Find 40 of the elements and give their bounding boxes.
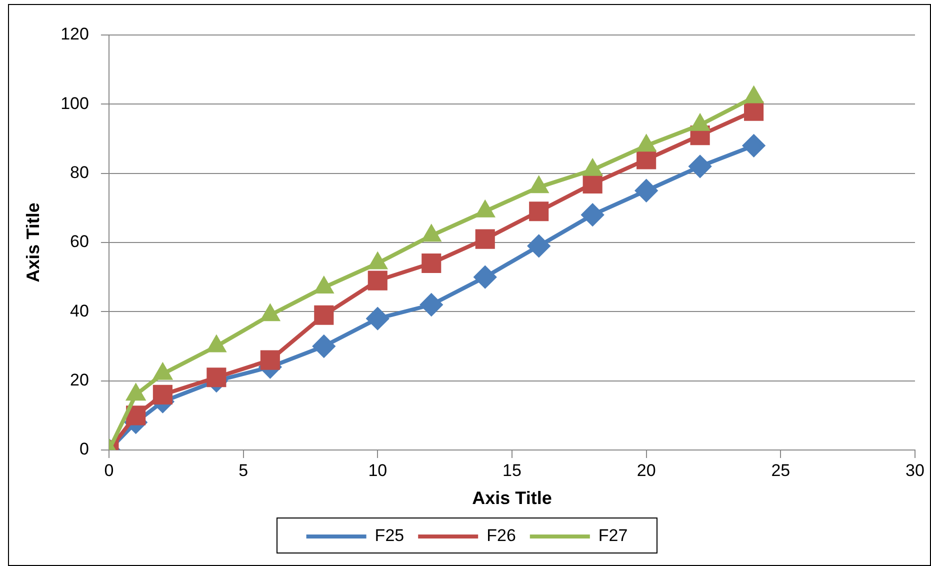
x-tick-label: 10 [368,460,388,480]
legend-label: F27 [598,526,628,546]
y-tick-label: 40 [70,301,89,320]
point [636,150,656,170]
point [474,266,496,288]
point [689,155,712,178]
y-tick-label: 20 [70,370,89,390]
point [582,174,602,194]
point [314,305,334,325]
point [420,294,442,316]
x-tick-label: 5 [238,460,248,480]
point [422,253,442,274]
y-tick-label: 60 [70,232,89,252]
point [368,270,388,290]
point [635,180,658,202]
x-tick-label: 15 [502,460,522,480]
x-tick-label: 25 [771,460,790,480]
x-tick-label: 0 [104,460,114,480]
y-tick-label: 100 [60,94,89,113]
y-tick-label: 120 [60,24,89,44]
x-tick-label: 20 [636,460,656,480]
point [529,202,549,222]
y-tick-label: 80 [70,163,89,182]
point [366,308,389,330]
point [206,368,226,388]
legend-label: F26 [486,526,516,546]
point [582,204,604,226]
point [260,350,280,370]
point [475,229,495,249]
y-tick-label: 0 [79,440,89,459]
point [126,406,146,426]
point [312,335,335,358]
x-axis-title: Axis Title [472,488,552,508]
point [528,234,550,257]
point [744,101,764,121]
legend-label: F25 [374,526,404,546]
point [152,384,172,404]
x-tick-label: 30 [906,460,924,480]
point [742,134,765,157]
y-axis-title: Axis Title [22,202,43,282]
